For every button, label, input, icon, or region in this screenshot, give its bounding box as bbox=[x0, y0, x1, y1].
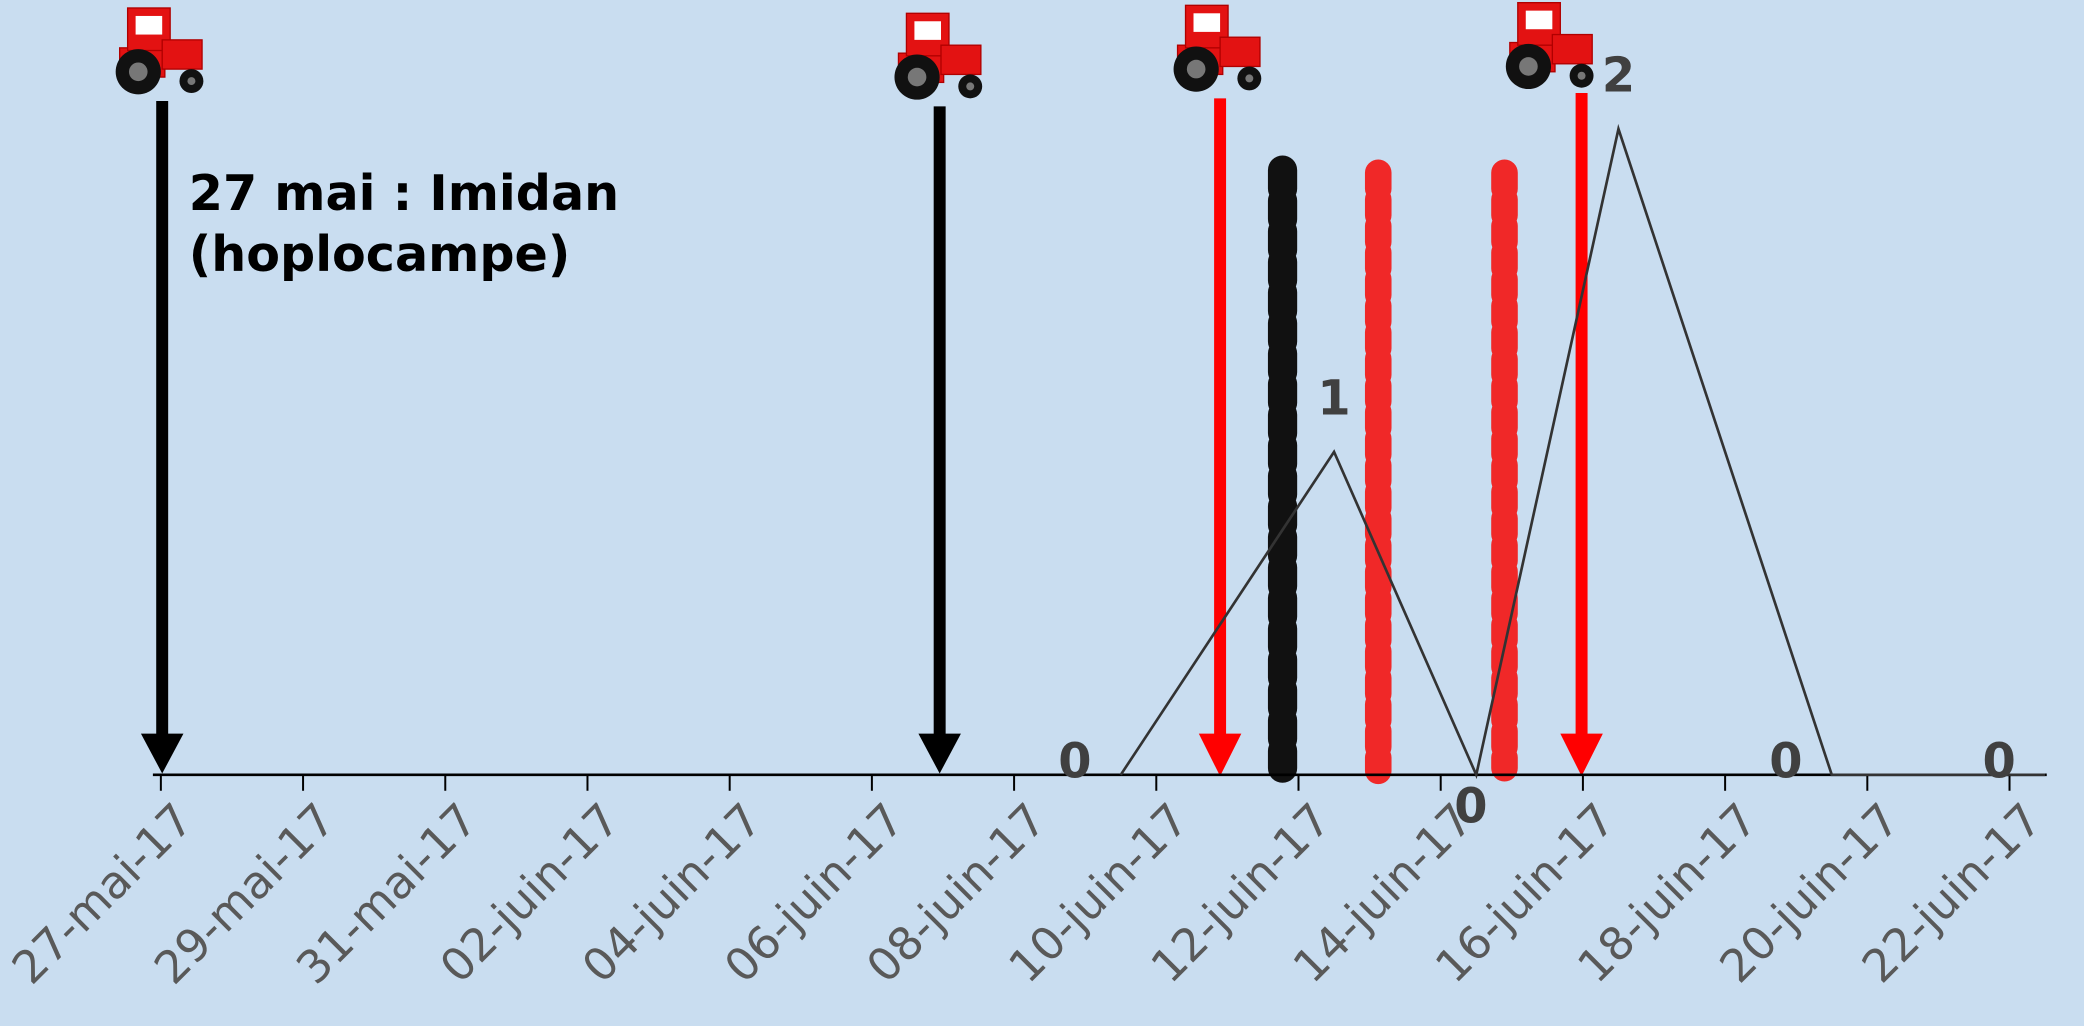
background bbox=[0, 0, 2084, 1026]
annotation: 27 mai : Imidan bbox=[189, 164, 619, 222]
data-label: 0 bbox=[1983, 734, 2016, 789]
data-label: 0 bbox=[1454, 780, 1487, 835]
annotation: (hoplocampe) bbox=[189, 225, 571, 283]
page: {"chart_data": {"type": "line", "x": ["0… bbox=[0, 0, 2084, 1026]
data-label: 2 bbox=[1602, 49, 1635, 104]
data-label: 1 bbox=[1317, 372, 1350, 427]
chart: 27 mai : Imidan (hoplocampe) 27-mai-1729… bbox=[0, 0, 2084, 1026]
data-label: 0 bbox=[1769, 734, 1802, 789]
data-label: 0 bbox=[1058, 734, 1091, 789]
